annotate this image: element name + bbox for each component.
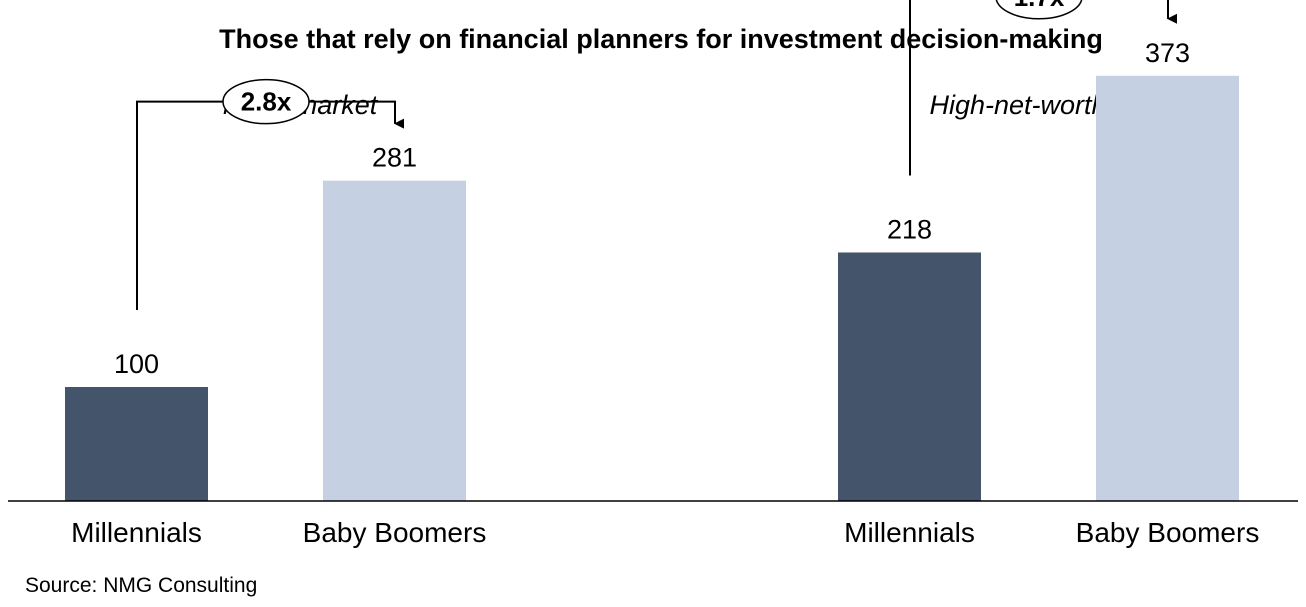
bar-mass-market-baby-boomers [323, 180, 466, 501]
multiplier-label-high-net-worth: 1.7x [1014, 0, 1065, 12]
value-label-mass-market-millennials: 100 [114, 349, 159, 379]
multiplier-badge-mass-market [222, 78, 310, 125]
category-label-mass-market-millennials: Millennials [71, 517, 202, 548]
value-label-high-net-worth-millennials: 218 [887, 214, 932, 244]
multiplier-badge-high-net-worth [995, 0, 1083, 20]
bar-mass-market-millennials [65, 387, 208, 501]
source-note: Source: NMG Consulting [25, 574, 257, 597]
panel-title-high-net-worth: High-net-worth [929, 90, 1106, 120]
bar-high-net-worth-baby-boomers [1096, 75, 1239, 501]
multiplier-label-mass-market: 2.8x [241, 87, 292, 117]
value-label-mass-market-baby-boomers: 281 [372, 143, 417, 173]
multiplier-bracket-high-net-worth [909, 0, 1177, 176]
bar-high-net-worth-millennials [838, 252, 981, 501]
value-label-high-net-worth-baby-boomers: 373 [1145, 38, 1190, 68]
category-label-mass-market-baby-boomers: Baby Boomers [303, 517, 487, 548]
chart-title: Those that rely on financial planners fo… [219, 24, 1103, 54]
category-label-high-net-worth-millennials: Millennials [844, 517, 975, 548]
category-label-high-net-worth-baby-boomers: Baby Boomers [1076, 517, 1260, 548]
